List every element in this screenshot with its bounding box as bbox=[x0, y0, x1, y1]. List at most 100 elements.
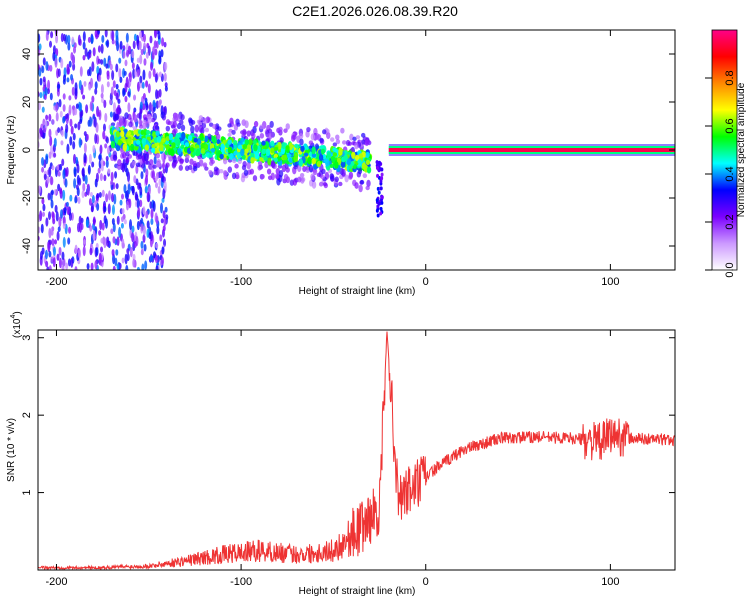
heatmap-cell bbox=[118, 226, 122, 238]
heatmap-cell bbox=[105, 156, 109, 162]
heatmap-cell bbox=[105, 159, 109, 168]
heatmap-cell bbox=[341, 140, 347, 145]
heatmap-cell bbox=[270, 172, 275, 181]
heatmap-cell bbox=[137, 206, 141, 218]
heatmap-cell bbox=[74, 87, 78, 97]
heatmap-cell bbox=[380, 167, 384, 172]
heatmap-cell bbox=[103, 57, 107, 67]
heatmap-cell bbox=[131, 62, 135, 70]
heatmap-cell bbox=[45, 260, 49, 268]
heatmap-cell bbox=[144, 260, 148, 270]
heatmap-cell bbox=[188, 117, 193, 124]
heatmap-cell bbox=[253, 144, 258, 152]
heatmap-cell bbox=[53, 188, 57, 196]
heatmap-cell bbox=[103, 205, 107, 213]
heatmap-cell bbox=[106, 73, 110, 80]
heatmap-cell bbox=[67, 42, 71, 51]
heatmap-cell bbox=[311, 181, 317, 189]
heatmap-cell bbox=[227, 132, 232, 137]
heatmap-cell bbox=[132, 160, 137, 166]
heatmap-cell bbox=[249, 168, 255, 175]
heatmap-cell bbox=[81, 167, 85, 178]
heatmap-cell bbox=[127, 138, 132, 145]
heatmap-cell bbox=[377, 201, 381, 206]
heatmap-cell bbox=[156, 90, 160, 99]
heatmap-cell bbox=[116, 263, 120, 270]
snr-panel: -200 -100 0 100 1 2 3 Height of straight line … bbox=[6, 311, 676, 597]
heatmap-cell bbox=[74, 196, 78, 204]
heatmap-cell bbox=[244, 120, 249, 129]
heatmap-cell bbox=[152, 251, 156, 259]
heatmap-cell bbox=[93, 116, 97, 128]
heatmap-cell bbox=[90, 262, 94, 270]
heatmap-cell bbox=[307, 156, 312, 165]
heatmap-cell bbox=[107, 190, 111, 201]
heatmap-cell bbox=[252, 139, 257, 145]
heatmap-cell bbox=[152, 99, 156, 108]
heatmap-cell bbox=[127, 91, 131, 97]
heatmap-cell bbox=[162, 210, 166, 219]
heatmap-cell bbox=[270, 160, 276, 168]
heatmap-cell bbox=[253, 120, 259, 128]
heatmap-cell bbox=[220, 143, 225, 151]
heatmap-cell bbox=[119, 40, 123, 50]
heatmap-cell bbox=[148, 70, 152, 79]
heatmap-cell bbox=[199, 133, 204, 141]
heatmap-cell bbox=[88, 153, 92, 165]
heatmap-cell bbox=[208, 153, 213, 158]
heatmap-cell bbox=[101, 222, 105, 231]
heatmap-cell bbox=[107, 146, 111, 155]
heatmap-cell bbox=[94, 178, 98, 188]
heatmap-cell bbox=[259, 132, 265, 139]
heatmap-cell bbox=[106, 39, 110, 48]
heatmap-cell bbox=[99, 173, 103, 182]
heatmap-cell bbox=[142, 103, 146, 111]
heatmap-cell bbox=[58, 98, 62, 108]
heatmap-cell bbox=[122, 87, 126, 97]
heatmap-cell bbox=[100, 238, 104, 244]
heatmap-cell bbox=[83, 142, 87, 154]
heatmap-cell bbox=[332, 147, 337, 152]
heatmap-cell bbox=[314, 143, 320, 151]
heatmap-cell bbox=[318, 154, 324, 161]
heatmap-cell bbox=[96, 65, 100, 75]
heatmap-cell bbox=[85, 218, 89, 228]
snr-y-tick-label: 3 bbox=[21, 335, 33, 341]
heatmap-cell bbox=[165, 162, 170, 168]
heatmap-cell bbox=[154, 175, 158, 182]
heatmap-cell bbox=[138, 119, 143, 125]
heatmap-cell bbox=[109, 63, 113, 71]
heatmap-cell bbox=[158, 178, 162, 187]
heatmap-cell bbox=[139, 82, 143, 89]
heatmap-cell bbox=[131, 185, 135, 196]
heatmap-cell bbox=[222, 157, 228, 165]
heatmap-cell bbox=[155, 130, 160, 136]
heatmap-cell bbox=[72, 132, 76, 141]
heatmap-cell bbox=[129, 219, 133, 230]
heatmap-cell bbox=[286, 153, 292, 159]
spectrogram-y-tick-label: 40 bbox=[21, 48, 33, 60]
heatmap-cell bbox=[298, 158, 304, 167]
heatmap-cell bbox=[152, 68, 156, 78]
heatmap-cell bbox=[60, 58, 64, 69]
heatmap-cell bbox=[84, 174, 88, 185]
heatmap-cell bbox=[145, 174, 149, 186]
heatmap-cell bbox=[68, 104, 72, 114]
heatmap-cell bbox=[136, 57, 140, 63]
heatmap-cell bbox=[136, 266, 140, 270]
heatmap-cell bbox=[135, 193, 139, 201]
heatmap-cell bbox=[88, 51, 92, 59]
heatmap-cell bbox=[155, 182, 159, 189]
heatmap-cell bbox=[97, 111, 101, 117]
heatmap-cell bbox=[98, 252, 102, 264]
heatmap-cell bbox=[125, 200, 129, 211]
heatmap-cell bbox=[283, 173, 289, 181]
heatmap-cell bbox=[112, 222, 116, 233]
heatmap-cell bbox=[118, 57, 122, 64]
heatmap-cell bbox=[161, 162, 165, 170]
heatmap-cell bbox=[155, 242, 159, 249]
heatmap-cell bbox=[208, 169, 213, 176]
heatmap-cell bbox=[123, 184, 127, 194]
heatmap-cell bbox=[227, 123, 232, 128]
heatmap-cell bbox=[352, 136, 357, 142]
